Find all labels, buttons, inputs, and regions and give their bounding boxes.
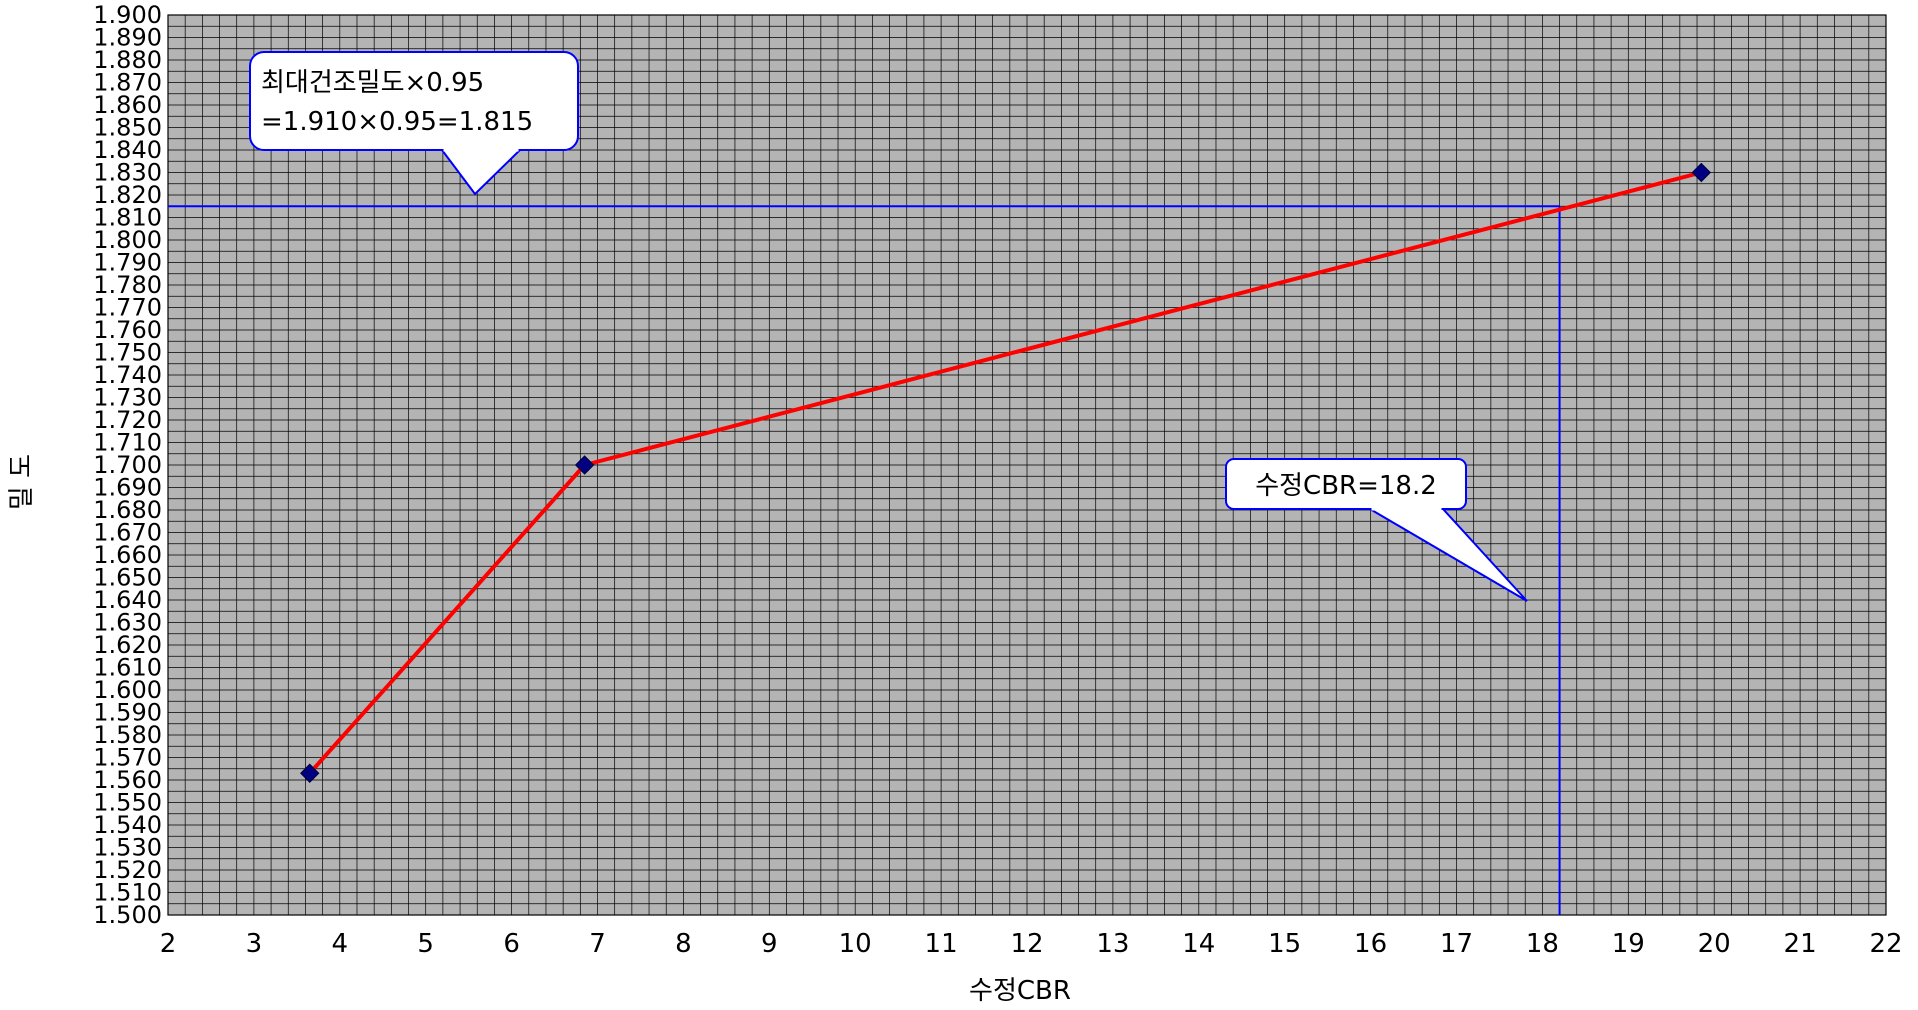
x-tick-label: 19 [1612,929,1645,959]
x-tick-labels: 2 3 4 5 6 7 8 9 10 11 12 13 14 15 16 17 18 19 20 21 22 [160,929,1903,959]
x-tick-label: 21 [1784,929,1817,959]
y-tick-label: 1.810 [93,204,162,232]
y-tick-label: 1.780 [93,271,162,299]
y-tick-label: 1.850 [93,114,162,142]
callout-text: 수정CBR=18.2 [1255,471,1437,501]
x-tick-label: 9 [761,929,778,959]
x-axis-label: 수정CBR [969,976,1071,1006]
x-tick-label: 14 [1182,929,1215,959]
y-tick-label: 1.540 [93,811,162,839]
y-tick-label: 1.550 [93,789,162,817]
callout-box [249,51,579,151]
x-tick-label: 10 [839,929,872,959]
y-tick-label: 1.800 [93,226,162,254]
y-tick-label: 1.510 [93,879,162,907]
y-tick-label: 1.730 [93,384,162,412]
callout-cbr: 수정CBR=18.2 [1225,458,1528,602]
y-tick-label: 1.570 [93,744,162,772]
data-point [300,763,320,783]
plot-frame [167,14,1887,916]
y-tick-label: 1.790 [93,249,162,277]
y-tick-label: 1.580 [93,721,162,749]
y-tick-label: 1.670 [93,519,162,547]
x-tick-label: 20 [1698,929,1731,959]
x-tick-label: 3 [246,929,263,959]
x-tick-label: 8 [675,929,692,959]
data-point [574,455,595,475]
x-tick-label: 22 [1869,929,1902,959]
series [300,162,1712,783]
data-point [1691,162,1712,183]
callout-max-density: 최대건조밀도×0.95 =1.910×0.95=1.815 [249,51,579,196]
y-tick-label: 1.880 [93,46,162,74]
y-tick-label: 1.710 [93,429,162,457]
y-tick-label: 1.680 [93,496,162,524]
x-tick-label: 2 [160,929,177,959]
x-tick-label: 12 [1010,929,1043,959]
x-tick-label: 17 [1440,929,1473,959]
x-tick-label: 15 [1268,929,1301,959]
y-tick-label: 1.840 [93,136,162,164]
x-tick-label: 11 [925,929,958,959]
y-tick-label: 1.820 [93,181,162,209]
grid-lines [168,15,1886,915]
callouts: 최대건조밀도×0.95 =1.910×0.95=1.815 수정CBR=18.2 [249,51,1528,602]
x-tick-label: 7 [589,929,606,959]
x-tick-label: 4 [332,929,349,959]
y-tick-label: 1.610 [93,654,162,682]
y-tick-label: 1.740 [93,361,162,389]
x-tick-label: 5 [417,929,434,959]
y-tick-label: 1.830 [93,159,162,187]
y-tick-label: 1.700 [93,451,162,479]
y-tick-label: 1.870 [93,69,162,97]
x-tick-label: 6 [503,929,520,959]
y-tick-label: 1.760 [93,316,162,344]
callout-text: =1.910×0.95=1.815 [261,107,533,137]
y-tick-label: 1.560 [93,766,162,794]
y-tick-label: 1.770 [93,294,162,322]
y-tick-label: 1.530 [93,834,162,862]
y-tick-label: 1.750 [93,339,162,367]
x-tick-label: 13 [1096,929,1129,959]
y-tick-label: 1.600 [93,676,162,704]
y-tick-label: 1.620 [93,631,162,659]
y-tick-label: 1.500 [93,901,162,929]
y-tick-label: 1.590 [93,699,162,727]
callout-text: 최대건조밀도×0.95 [261,68,484,98]
y-tick-label: 1.630 [93,609,162,637]
y-tick-label: 1.520 [93,856,162,884]
y-tick-labels: 1.5001.5101.5201.5301.5401.5501.5601.570… [93,1,162,929]
y-tick-label: 1.640 [93,586,162,614]
y-tick-label: 1.860 [93,91,162,119]
y-tick-label: 1.900 [93,1,162,29]
y-tick-label: 1.650 [93,564,162,592]
y-axis-label: 밀 도 [7,454,37,510]
y-tick-label: 1.660 [93,541,162,569]
x-tick-label: 18 [1526,929,1559,959]
x-tick-label: 16 [1354,929,1387,959]
y-tick-label: 1.890 [93,24,162,52]
callout-box [1225,458,1467,510]
y-tick-label: 1.690 [93,474,162,502]
grid [168,15,1886,915]
reference-lines [168,205,1561,915]
y-tick-label: 1.720 [93,406,162,434]
